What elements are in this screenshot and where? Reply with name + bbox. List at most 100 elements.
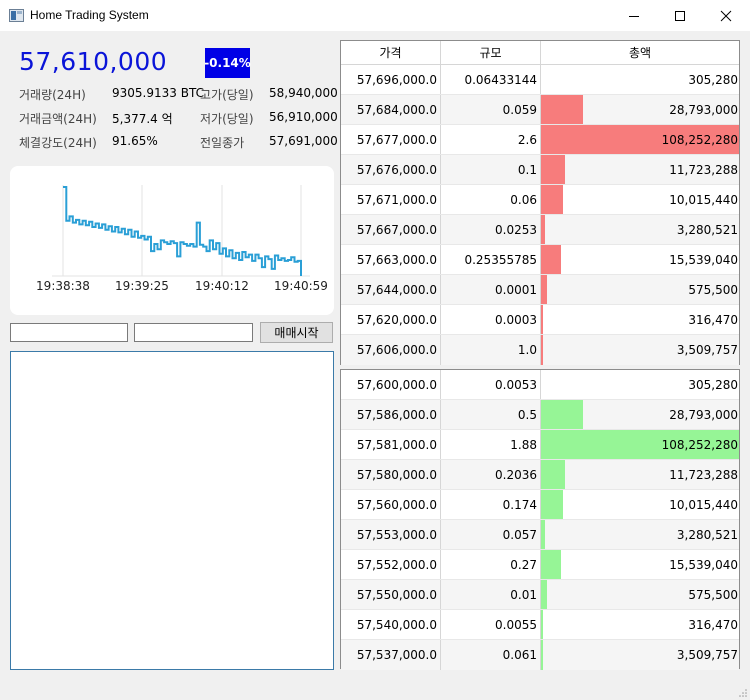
ask-price-cell: 57,676,000.0 — [341, 155, 441, 184]
orderbook-header: 가격 규모 총액 — [341, 41, 739, 65]
ask-total-cell: 305,280 — [541, 65, 739, 94]
ask-row[interactable]: 57,696,000.0 0.06433144 305,280 — [341, 65, 739, 95]
ask-price-cell: 57,663,000.0 — [341, 245, 441, 274]
ask-row[interactable]: 57,676,000.0 0.1 11,723,288 — [341, 155, 739, 185]
volume-24h-value: 9305.9133 BTC — [112, 86, 204, 100]
ask-price-cell: 57,667,000.0 — [341, 215, 441, 244]
bid-row[interactable]: 57,560,000.0 0.174 10,015,440 — [341, 490, 739, 520]
bid-total-cell: 3,509,757 — [541, 640, 739, 670]
bid-row[interactable]: 57,553,000.0 0.057 3,280,521 — [341, 520, 739, 550]
minimize-button[interactable] — [611, 0, 657, 31]
close-button[interactable] — [703, 0, 749, 31]
ask-volume-bar — [541, 185, 563, 214]
bid-price-cell: 57,586,000.0 — [341, 400, 441, 429]
start-trading-button[interactable]: 매매시작 — [260, 322, 333, 343]
ask-total-cell: 11,723,288 — [541, 155, 739, 184]
bid-total-cell: 108,252,280 — [541, 430, 739, 459]
ask-row[interactable]: 57,684,000.0 0.059 28,793,000 — [341, 95, 739, 125]
bid-price-cell: 57,540,000.0 — [341, 610, 441, 639]
header-size[interactable]: 규모 — [441, 41, 541, 64]
log-textarea[interactable] — [10, 351, 334, 670]
ask-orderbook-table: 가격 규모 총액 57,696,000.0 0.06433144 305,280 57… — [340, 40, 740, 365]
minimize-icon — [629, 15, 639, 17]
ask-price-cell: 57,671,000.0 — [341, 185, 441, 214]
bid-total-cell: 3,280,521 — [541, 520, 739, 549]
bid-volume-bar — [541, 640, 543, 670]
bid-row[interactable]: 57,581,000.0 1.88 108,252,280 — [341, 430, 739, 460]
bid-price-cell: 57,581,000.0 — [341, 430, 441, 459]
chart-x-tick-label: 19:40:59 — [274, 279, 328, 293]
ask-size-cell: 0.0003 — [441, 305, 541, 334]
ask-row[interactable]: 57,667,000.0 0.0253 3,280,521 — [341, 215, 739, 245]
bid-row[interactable]: 57,540,000.0 0.0055 316,470 — [341, 610, 739, 640]
bid-total-text: 575,500 — [688, 587, 738, 602]
resize-grip-icon[interactable] — [738, 688, 748, 698]
header-total[interactable]: 총액 — [628, 46, 652, 60]
ask-total-cell: 15,539,040 — [541, 245, 739, 274]
bid-total-text: 108,252,280 — [661, 437, 738, 452]
ask-row[interactable]: 57,671,000.0 0.06 10,015,440 — [341, 185, 739, 215]
bid-total-text: 316,470 — [688, 617, 738, 632]
header-price[interactable]: 가격 — [341, 41, 441, 64]
ask-row[interactable]: 57,606,000.0 1.0 3,509,757 — [341, 335, 739, 365]
ask-total-text: 316,470 — [688, 312, 738, 327]
ask-row[interactable]: 57,677,000.0 2.6 108,252,280 — [341, 125, 739, 155]
ask-row[interactable]: 57,644,000.0 0.0001 575,500 — [341, 275, 739, 305]
bid-row[interactable]: 57,586,000.0 0.5 28,793,000 — [341, 400, 739, 430]
ask-size-cell: 0.059 — [441, 95, 541, 124]
ask-size-cell: 0.1 — [441, 155, 541, 184]
ask-total-cell: 3,509,757 — [541, 335, 739, 365]
ask-total-text: 11,723,288 — [669, 162, 738, 177]
ask-volume-bar — [541, 125, 739, 154]
app-window-icon — [9, 9, 24, 22]
bid-total-text: 305,280 — [688, 377, 738, 392]
bid-size-cell: 0.01 — [441, 580, 541, 609]
input-field-1[interactable] — [10, 323, 128, 342]
bid-total-text: 3,509,757 — [676, 648, 738, 662]
ask-row[interactable]: 57,620,000.0 0.0003 316,470 — [341, 305, 739, 335]
bid-total-text: 11,723,288 — [669, 467, 738, 482]
bid-size-cell: 0.5 — [441, 400, 541, 429]
ask-price-cell: 57,606,000.0 — [341, 335, 441, 365]
ask-total-text: 15,539,040 — [669, 252, 738, 267]
bid-price-cell: 57,537,000.0 — [341, 640, 441, 670]
bid-size-cell: 0.061 — [441, 640, 541, 670]
volume-24h-label: 거래량(24H) — [19, 88, 86, 102]
bid-volume-bar — [541, 430, 739, 459]
bid-row[interactable]: 57,600,000.0 0.0053 305,280 — [341, 370, 739, 400]
ask-total-cell: 108,252,280 — [541, 125, 739, 154]
bid-total-cell: 316,470 — [541, 610, 739, 639]
ask-row[interactable]: 57,663,000.0 0.25355785 15,539,040 — [341, 245, 739, 275]
input-field-2[interactable] — [134, 323, 253, 342]
ask-size-cell: 0.0253 — [441, 215, 541, 244]
bid-price-cell: 57,580,000.0 — [341, 460, 441, 489]
ask-size-cell: 0.06 — [441, 185, 541, 214]
chart-x-tick-label: 19:40:12 — [195, 279, 249, 293]
bid-row[interactable]: 57,537,000.0 0.061 3,509,757 — [341, 640, 739, 670]
prev-close-label: 전일종가 — [200, 136, 245, 150]
bid-price-cell: 57,552,000.0 — [341, 550, 441, 579]
ask-volume-bar — [541, 335, 543, 365]
ask-volume-bar — [541, 215, 545, 244]
ask-price-cell: 57,677,000.0 — [341, 125, 441, 154]
bid-volume-bar — [541, 610, 543, 639]
bid-size-cell: 0.0055 — [441, 610, 541, 639]
bid-row[interactable]: 57,550,000.0 0.01 575,500 — [341, 580, 739, 610]
bid-price-cell: 57,550,000.0 — [341, 580, 441, 609]
bid-volume-bar — [541, 520, 545, 549]
low-today-value: 56,910,000 — [269, 110, 338, 124]
price-chart-svg: 19:38:38 19:39:25 19:40:12 19:40:59 — [36, 185, 328, 293]
bid-row[interactable]: 57,552,000.0 0.27 15,539,040 — [341, 550, 739, 580]
ask-total-text: 575,500 — [688, 282, 738, 297]
ask-size-cell: 0.0001 — [441, 275, 541, 304]
bid-total-text: 10,015,440 — [669, 497, 738, 512]
ask-total-text: 28,793,000 — [669, 102, 738, 117]
bid-price-cell: 57,553,000.0 — [341, 520, 441, 549]
high-today-label: 고가(당일) — [200, 88, 254, 102]
maximize-button[interactable] — [657, 0, 703, 31]
bid-row[interactable]: 57,580,000.0 0.2036 11,723,288 — [341, 460, 739, 490]
bid-orderbook-table: 57,600,000.0 0.0053 305,280 57,586,000.0 0.5… — [340, 369, 740, 670]
close-icon — [720, 10, 732, 21]
bid-total-cell: 575,500 — [541, 580, 739, 609]
ask-volume-bar — [541, 95, 583, 124]
